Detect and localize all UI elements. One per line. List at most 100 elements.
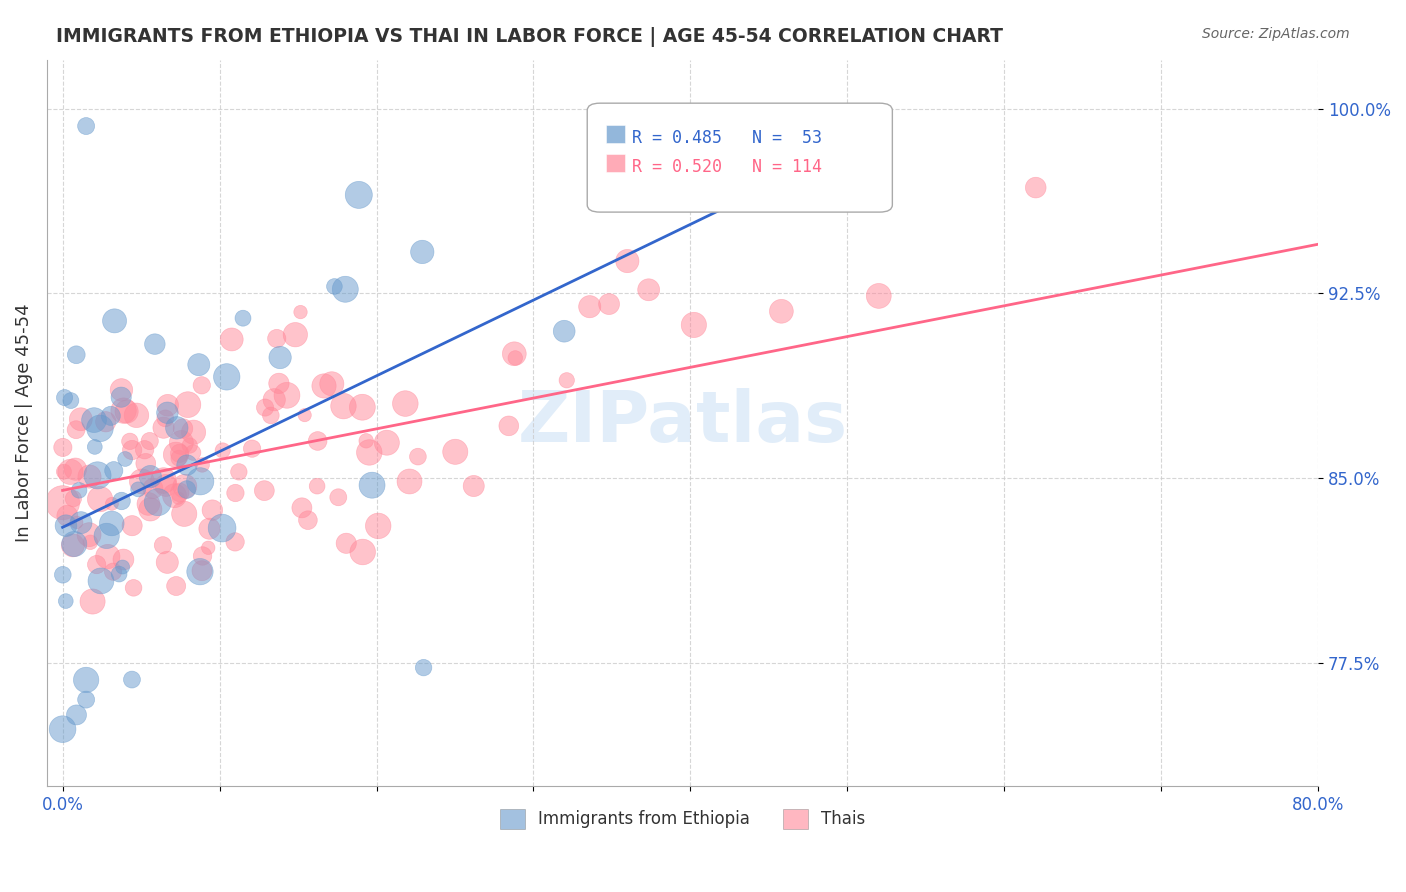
Point — [211, 443, 233, 458]
Point — [156, 406, 179, 420]
Point — [65, 462, 87, 476]
Point — [503, 351, 526, 365]
Point — [1025, 180, 1047, 194]
Point — [79, 535, 101, 549]
Point — [176, 483, 198, 497]
Point — [260, 409, 283, 423]
Point — [96, 529, 118, 543]
Point — [201, 503, 224, 517]
Point — [139, 469, 162, 483]
Point — [197, 541, 219, 555]
Point — [89, 492, 111, 507]
Point — [86, 468, 108, 483]
Point — [167, 491, 190, 505]
Point — [155, 411, 177, 425]
Point — [284, 327, 307, 342]
Point — [169, 485, 191, 500]
Point — [354, 434, 377, 448]
Point — [406, 450, 429, 464]
Point — [69, 412, 91, 426]
Point — [297, 513, 319, 527]
Point — [52, 465, 75, 479]
Point — [62, 491, 84, 506]
Point — [169, 446, 191, 460]
Point — [312, 379, 335, 393]
Text: ZIPatlas: ZIPatlas — [517, 388, 848, 458]
Point — [253, 483, 276, 498]
Point — [118, 434, 141, 449]
Bar — [606, 125, 626, 143]
Point — [135, 457, 157, 471]
Point — [53, 391, 76, 405]
Point — [323, 279, 346, 293]
Point — [578, 300, 600, 314]
Point — [110, 390, 132, 404]
Point — [66, 516, 89, 530]
FancyBboxPatch shape — [588, 103, 893, 212]
Point — [321, 376, 343, 391]
Point — [173, 507, 195, 521]
Point — [173, 479, 195, 493]
Point — [266, 331, 288, 345]
Point — [142, 482, 165, 496]
Point — [616, 254, 638, 268]
Point — [86, 558, 108, 572]
Point — [172, 421, 194, 435]
Point — [131, 475, 153, 489]
Point — [263, 392, 285, 407]
Point — [167, 451, 190, 466]
Point — [90, 574, 112, 588]
Text: IMMIGRANTS FROM ETHIOPIA VS THAI IN LABOR FORCE | AGE 45-54 CORRELATION CHART: IMMIGRANTS FROM ETHIOPIA VS THAI IN LABO… — [56, 27, 1004, 46]
Point — [55, 518, 77, 533]
Point — [125, 409, 148, 423]
Point — [188, 565, 211, 579]
Point — [77, 527, 100, 541]
Point — [187, 358, 209, 372]
Point — [163, 489, 186, 503]
Point — [75, 119, 97, 133]
Point — [170, 435, 193, 450]
Point — [367, 519, 389, 533]
Point — [110, 494, 132, 508]
Point — [637, 283, 659, 297]
Point — [139, 502, 162, 516]
Point — [412, 660, 434, 674]
Point — [55, 594, 77, 608]
Point — [94, 415, 117, 429]
Point — [111, 560, 134, 574]
Point — [394, 396, 416, 410]
Point — [122, 581, 145, 595]
Point — [146, 495, 169, 509]
Point — [121, 673, 143, 687]
Point — [240, 442, 263, 456]
Point — [553, 324, 575, 338]
Point — [290, 305, 312, 319]
Legend: Immigrants from Ethiopia, Thais: Immigrants from Ethiopia, Thais — [494, 802, 872, 836]
Point — [52, 567, 75, 582]
Point — [103, 314, 125, 328]
Point — [166, 421, 188, 435]
Point — [75, 692, 97, 706]
Point — [375, 435, 398, 450]
Text: Source: ZipAtlas.com: Source: ZipAtlas.com — [1202, 27, 1350, 41]
Point — [177, 398, 200, 412]
Point — [65, 707, 87, 722]
Y-axis label: In Labor Force | Age 45-54: In Labor Force | Age 45-54 — [15, 303, 32, 542]
Point — [79, 469, 101, 483]
Point — [138, 434, 160, 448]
Point — [112, 552, 135, 566]
Point — [188, 475, 211, 489]
Point — [121, 518, 143, 533]
Point — [291, 500, 314, 515]
Point — [211, 521, 233, 535]
Point — [100, 409, 122, 423]
Text: R = 0.485   N =  53: R = 0.485 N = 53 — [631, 128, 821, 146]
Point — [183, 425, 205, 440]
Point — [101, 497, 124, 511]
Point — [191, 564, 214, 578]
Point — [152, 538, 174, 552]
Point — [52, 441, 75, 455]
Point — [103, 464, 125, 478]
Point — [156, 555, 179, 569]
Point — [63, 537, 86, 551]
